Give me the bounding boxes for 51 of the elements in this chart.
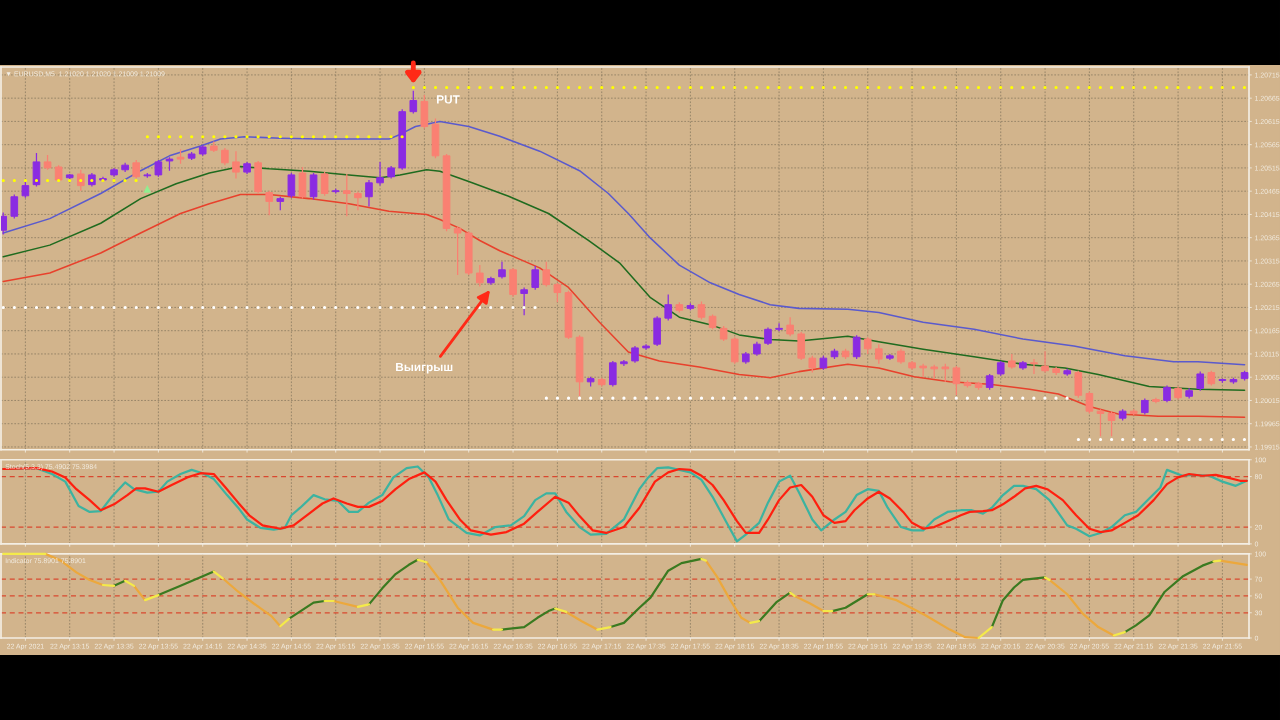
annotation: PUT [437,95,460,104]
candlestick [553,282,562,303]
candlestick [542,261,551,288]
candlestick [520,286,528,316]
candlestick [1030,358,1038,375]
candlestick [852,334,861,360]
candlestick [730,336,739,365]
line-series [367,558,419,606]
line-series [2,193,1246,418]
candlestick [320,171,329,197]
candlestick [952,365,961,396]
line-series [425,561,495,631]
candlestick [342,173,351,217]
candlestick [10,193,19,220]
candlestick [32,152,41,188]
candlestick [354,191,362,211]
candlestick [775,322,783,332]
candlestick [608,360,617,388]
annotation: Выигрыш [396,362,453,374]
candlestick [1196,370,1205,392]
line-series [221,577,282,628]
candlestick [298,166,307,200]
candlestick [531,265,540,291]
line-series [1048,578,1115,637]
candlestick [475,264,484,288]
candlestick [287,172,296,199]
candlestick [1085,390,1094,415]
candlestick [941,363,950,383]
line-series [1123,560,1215,634]
candlestick [232,150,240,180]
line-series [873,593,980,640]
candlestick [409,90,418,115]
candlestick [1,211,8,236]
candlestick [1041,350,1049,374]
line-series [704,559,752,624]
candlestick [265,190,274,216]
candlestick [309,172,318,201]
candlestick [453,225,462,276]
candlestick [786,316,794,337]
candlestick [376,161,384,187]
candlestick [919,363,927,378]
line-series [990,576,1047,629]
line-series [609,557,703,629]
candlestick [1107,410,1116,437]
candlestick [664,293,673,322]
candlestick [132,159,141,180]
candlestick [1074,370,1083,399]
candlestick [697,300,706,321]
line-series [500,607,557,631]
candlestick [875,343,883,365]
candlestick [365,179,373,208]
